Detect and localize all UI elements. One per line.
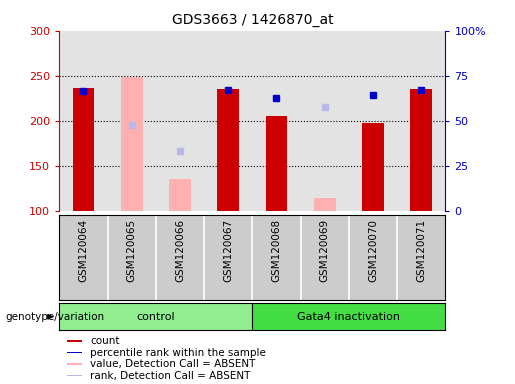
Bar bbox=[301, 31, 349, 211]
FancyBboxPatch shape bbox=[67, 352, 82, 353]
Bar bbox=[314, 198, 336, 211]
Bar bbox=[59, 303, 252, 330]
Text: value, Detection Call = ABSENT: value, Detection Call = ABSENT bbox=[90, 359, 255, 369]
Text: GSM120068: GSM120068 bbox=[271, 219, 282, 282]
FancyBboxPatch shape bbox=[67, 363, 82, 365]
Bar bbox=[169, 179, 191, 211]
FancyBboxPatch shape bbox=[67, 375, 82, 376]
Text: GSM120069: GSM120069 bbox=[320, 219, 330, 282]
Text: control: control bbox=[136, 312, 175, 322]
Bar bbox=[121, 77, 143, 211]
Bar bbox=[266, 116, 287, 211]
Text: GSM120071: GSM120071 bbox=[416, 219, 426, 282]
Bar bbox=[204, 31, 252, 211]
Text: count: count bbox=[90, 336, 119, 346]
Text: rank, Detection Call = ABSENT: rank, Detection Call = ABSENT bbox=[90, 371, 250, 381]
Bar bbox=[73, 88, 94, 211]
Text: GSM120064: GSM120064 bbox=[78, 219, 89, 282]
Title: GDS3663 / 1426870_at: GDS3663 / 1426870_at bbox=[171, 13, 333, 27]
Text: GSM120066: GSM120066 bbox=[175, 219, 185, 282]
Bar bbox=[156, 31, 204, 211]
Bar bbox=[397, 31, 445, 211]
Bar bbox=[349, 31, 397, 211]
Bar bbox=[59, 31, 108, 211]
Text: genotype/variation: genotype/variation bbox=[5, 312, 104, 322]
Bar bbox=[108, 31, 156, 211]
Text: GSM120065: GSM120065 bbox=[127, 219, 136, 282]
Bar bbox=[410, 89, 432, 211]
Bar bbox=[362, 123, 384, 211]
Text: Gata4 inactivation: Gata4 inactivation bbox=[298, 312, 401, 322]
Text: percentile rank within the sample: percentile rank within the sample bbox=[90, 348, 266, 358]
Bar bbox=[252, 303, 445, 330]
Text: GSM120070: GSM120070 bbox=[368, 219, 378, 282]
FancyBboxPatch shape bbox=[67, 340, 82, 342]
Text: GSM120067: GSM120067 bbox=[223, 219, 233, 282]
Bar bbox=[217, 89, 239, 211]
Bar bbox=[252, 31, 301, 211]
